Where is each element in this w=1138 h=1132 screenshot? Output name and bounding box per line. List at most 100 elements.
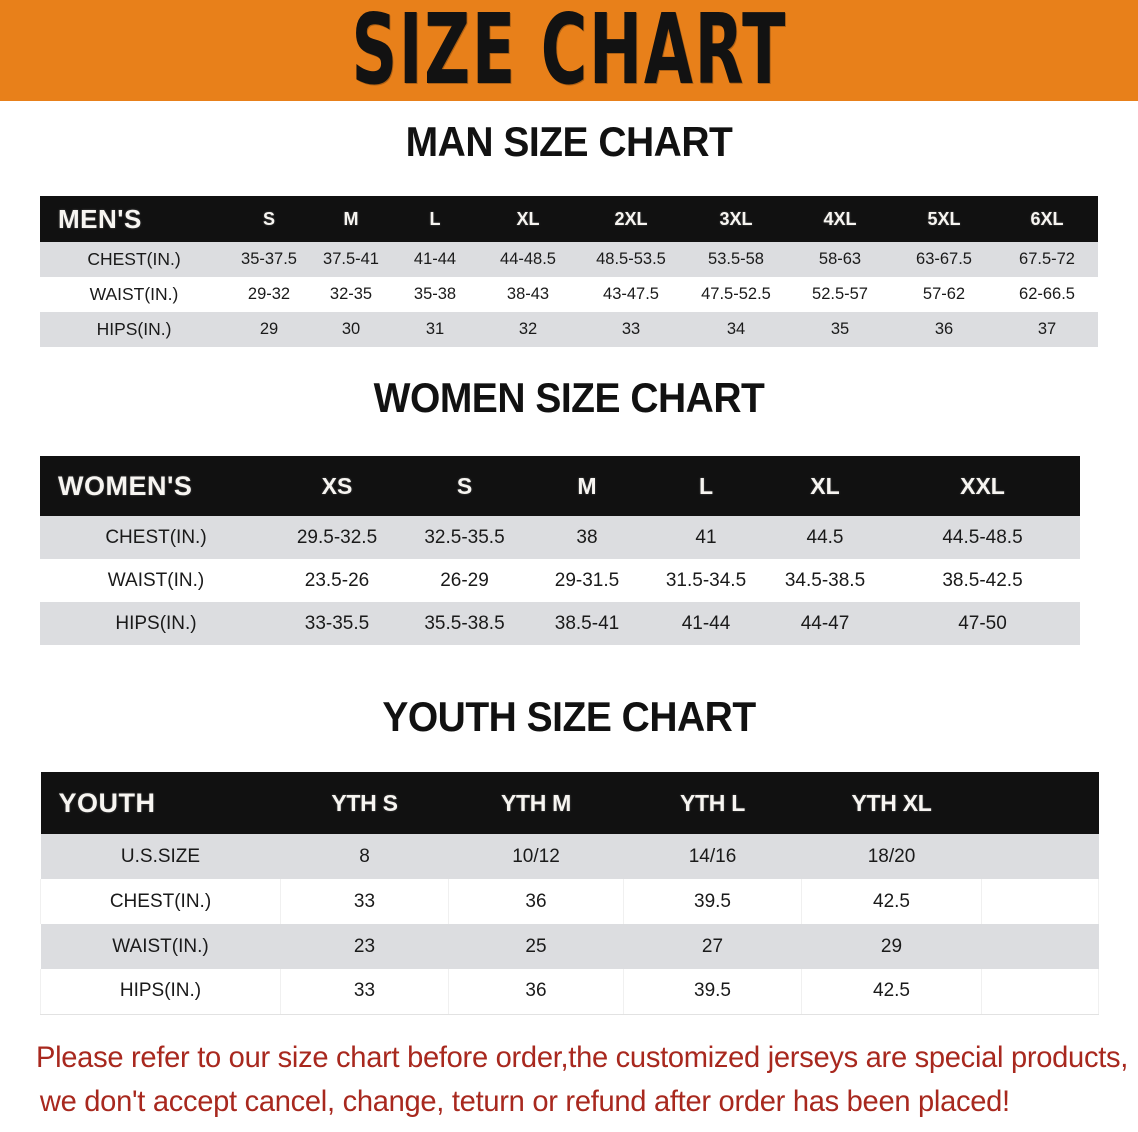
men-cell-0-6: 58-63 xyxy=(818,250,862,268)
table-row: CHEST(IN.) 33 36 39.5 42.5 xyxy=(40,879,1099,924)
youth-cell-3-1: 36 xyxy=(448,969,624,1015)
women-cell-0-4: 44.5 xyxy=(806,526,844,548)
youth-size-col-2: YTH L xyxy=(680,789,745,816)
women-cell-2-0: 33-35.5 xyxy=(304,612,370,634)
women-cell-1-5: 38.5-42.5 xyxy=(942,569,1023,591)
women-size-col-0: XS xyxy=(321,472,353,499)
youth-size-col-3: YTH XL xyxy=(851,789,932,816)
men-row-label-0: CHEST(IN.) xyxy=(87,249,181,269)
youth-cell-3-0: 33 xyxy=(280,969,449,1015)
youth-cell-1-3: 42.5 xyxy=(801,879,982,924)
women-cell-2-4: 44-47 xyxy=(800,612,850,634)
men-cell-1-6: 52.5-57 xyxy=(812,285,868,303)
men-cell-0-7: 63-67.5 xyxy=(916,250,972,268)
table-row: HIPS(IN.) 29 30 31 32 33 34 35 36 37 xyxy=(40,312,1098,347)
table-row: CHEST(IN.) 35-37.5 37.5-41 41-44 44-48.5… xyxy=(40,242,1098,277)
women-cell-1-0: 23.5-26 xyxy=(304,569,370,591)
men-cell-2-7: 36 xyxy=(934,320,954,338)
youth-cell-1-spacer xyxy=(981,879,1099,924)
youth-header-label: YOUTH xyxy=(58,787,156,818)
youth-size-table: YOUTH YTH S YTH M YTH L YTH XL U.S.SIZE … xyxy=(40,772,1099,1015)
youth-cell-2-2: 27 xyxy=(701,935,724,957)
men-cell-0-8: 67.5-72 xyxy=(1019,250,1075,268)
women-row-label-2: HIPS(IN.) xyxy=(115,612,197,634)
men-cell-1-4: 43-47.5 xyxy=(603,285,659,303)
women-header-row: WOMEN'S XS S M L XL XXL xyxy=(40,456,1080,516)
women-size-col-5: XXL xyxy=(960,472,1005,499)
men-row-label-2: HIPS(IN.) xyxy=(96,319,172,339)
youth-cell-1-2: 39.5 xyxy=(623,879,802,924)
men-cell-0-1: 37.5-41 xyxy=(323,250,379,268)
men-cell-2-5: 34 xyxy=(726,320,746,338)
men-cell-2-6: 35 xyxy=(830,320,850,338)
men-size-col-3: XL xyxy=(516,208,540,229)
women-row-label-0: CHEST(IN.) xyxy=(105,526,207,548)
women-size-col-2: M xyxy=(577,472,597,499)
men-cell-1-3: 38-43 xyxy=(506,285,550,303)
youth-cell-2-0: 23 xyxy=(353,935,376,957)
men-cell-0-5: 53.5-58 xyxy=(708,250,764,268)
youth-size-col-0: YTH S xyxy=(331,789,398,816)
women-cell-2-3: 41-44 xyxy=(681,612,731,634)
disclaimer-text: Please refer to our size chart before or… xyxy=(36,1036,1129,1124)
youth-cell-1-1: 36 xyxy=(448,879,624,924)
men-cell-2-3: 32 xyxy=(518,320,538,338)
women-size-table: WOMEN'S XS S M L XL XXL CHEST(IN.) 29.5-… xyxy=(40,456,1080,645)
table-row: HIPS(IN.) 33-35.5 35.5-38.5 38.5-41 41-4… xyxy=(40,602,1080,645)
women-size-col-1: S xyxy=(456,472,473,499)
table-row: WAIST(IN.) 29-32 32-35 35-38 38-43 43-47… xyxy=(40,277,1098,312)
women-cell-2-1: 35.5-38.5 xyxy=(424,612,505,634)
disclaimer-line-2: we don't accept cancel, change, teturn o… xyxy=(39,1085,1010,1118)
women-cell-0-1: 32.5-35.5 xyxy=(424,526,505,548)
men-cell-2-2: 31 xyxy=(425,320,445,338)
disclaimer-line-1: Please refer to our size chart before or… xyxy=(36,1041,1129,1074)
man-section-title: MAN SIZE CHART xyxy=(405,119,733,166)
table-row: HIPS(IN.) 33 36 39.5 42.5 xyxy=(40,969,1099,1015)
youth-cell-0-spacer xyxy=(982,834,1099,879)
banner-title: SIZE CHART xyxy=(351,0,787,101)
men-cell-0-2: 41-44 xyxy=(413,250,457,268)
men-header-label: MEN'S xyxy=(58,203,142,234)
women-cell-0-2: 38 xyxy=(576,526,598,548)
women-cell-2-5: 47-50 xyxy=(958,612,1007,634)
youth-row-label-2: WAIST(IN.) xyxy=(112,935,209,957)
youth-header-spacer xyxy=(982,772,1099,834)
women-cell-0-0: 29.5-32.5 xyxy=(296,526,378,548)
women-cell-0-3: 41 xyxy=(695,526,717,548)
youth-cell-0-0: 8 xyxy=(359,845,370,867)
page-banner: SIZE CHART xyxy=(0,0,1138,101)
men-cell-1-0: 29-32 xyxy=(247,285,291,303)
youth-cell-3-2: 39.5 xyxy=(623,969,802,1015)
youth-cell-3-3: 42.5 xyxy=(801,969,982,1015)
men-cell-0-3: 44-48.5 xyxy=(500,250,556,268)
youth-cell-0-3: 18/20 xyxy=(867,845,916,867)
men-size-col-7: 5XL xyxy=(927,208,961,229)
women-header-label: WOMEN'S xyxy=(58,470,193,501)
youth-cell-2-3: 29 xyxy=(880,935,903,957)
women-row-label-1: WAIST(IN.) xyxy=(107,569,205,591)
women-cell-1-4: 34.5-38.5 xyxy=(784,569,866,591)
women-size-col-4: XL xyxy=(810,472,840,499)
women-size-col-3: L xyxy=(698,472,714,499)
men-cell-1-2: 35-38 xyxy=(413,285,457,303)
youth-row-label-3: HIPS(IN.) xyxy=(40,969,281,1015)
men-cell-2-4: 33 xyxy=(621,320,641,338)
men-row-label-1: WAIST(IN.) xyxy=(89,284,179,304)
table-row: WAIST(IN.) 23.5-26 26-29 29-31.5 31.5-34… xyxy=(40,559,1080,602)
men-size-col-6: 4XL xyxy=(823,208,857,229)
men-header-row: MEN'S S M L XL 2XL 3XL 4XL 5XL 6XL xyxy=(40,196,1098,242)
men-size-col-2: L xyxy=(429,208,441,229)
men-cell-1-7: 57-62 xyxy=(922,285,966,303)
men-size-col-4: 2XL xyxy=(614,208,648,229)
women-section-title: WOMEN SIZE CHART xyxy=(373,375,765,422)
table-row: CHEST(IN.) 29.5-32.5 32.5-35.5 38 41 44.… xyxy=(40,516,1080,559)
table-row: U.S.SIZE 8 10/12 14/16 18/20 xyxy=(40,834,1099,879)
men-cell-2-1: 30 xyxy=(341,320,361,338)
youth-cell-2-spacer xyxy=(982,924,1099,969)
youth-size-col-1: YTH M xyxy=(500,789,572,816)
youth-cell-0-1: 10/12 xyxy=(512,845,560,867)
youth-cell-2-1: 25 xyxy=(525,935,547,957)
men-size-col-8: 6XL xyxy=(1030,208,1064,229)
men-cell-2-0: 29 xyxy=(259,320,279,338)
